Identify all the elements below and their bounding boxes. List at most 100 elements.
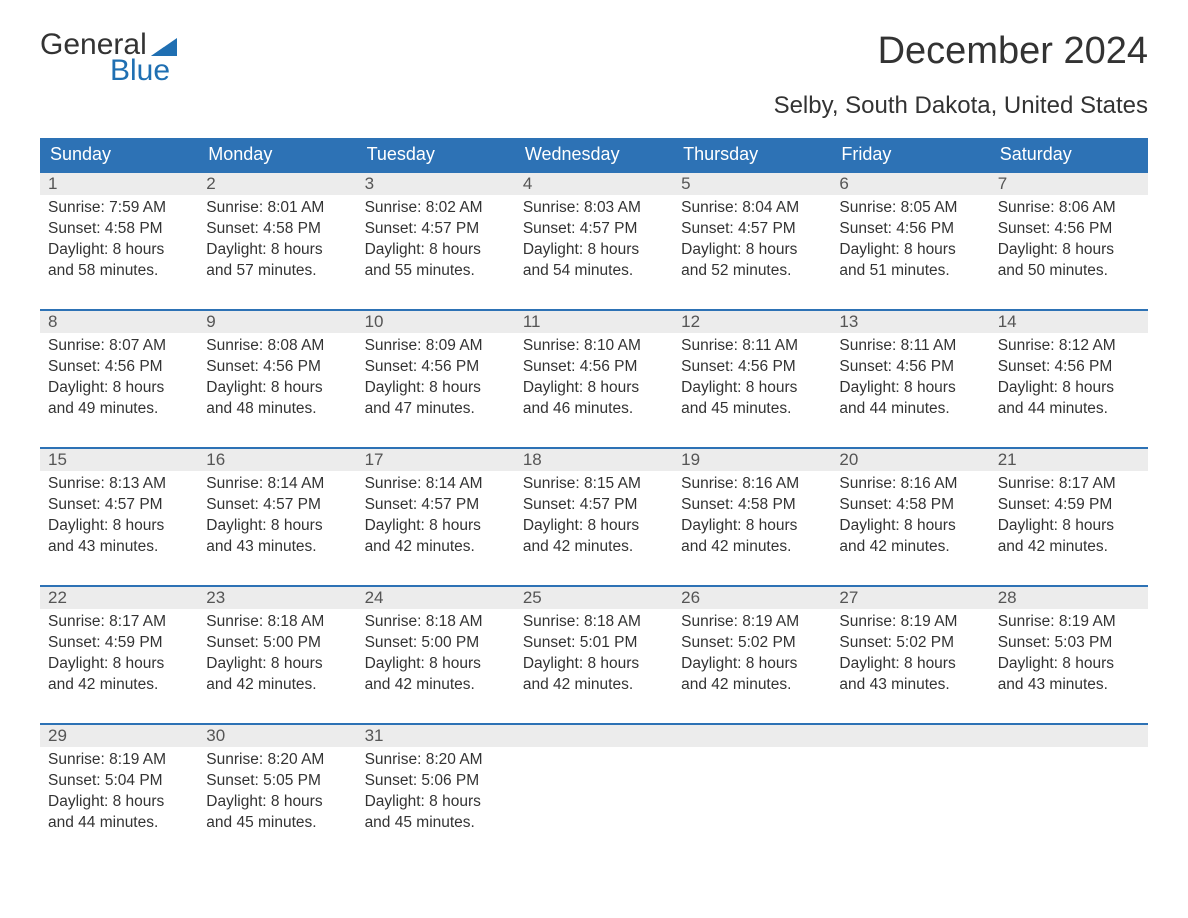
sunrise-text: Sunrise: 8:06 AM [998,198,1140,219]
calendar-day [515,725,673,845]
day-number: 4 [515,173,673,195]
day-number: 7 [990,173,1148,195]
calendar-day: 22Sunrise: 8:17 AMSunset: 4:59 PMDayligh… [40,587,198,707]
weekday-label: Sunday [40,138,198,171]
day-details: Sunrise: 8:16 AMSunset: 4:58 PMDaylight:… [673,471,831,564]
daylight-text-1: Daylight: 8 hours [48,378,190,399]
daylight-text-1: Daylight: 8 hours [523,654,665,675]
day-number: 9 [198,311,356,333]
day-number: 1 [40,173,198,195]
sunset-text: Sunset: 5:00 PM [365,633,507,654]
sunset-text: Sunset: 5:05 PM [206,771,348,792]
sunrise-text: Sunrise: 8:20 AM [365,750,507,771]
daylight-text-1: Daylight: 8 hours [998,378,1140,399]
daylight-text-2: and 48 minutes. [206,399,348,420]
day-number: 24 [357,587,515,609]
daylight-text-2: and 43 minutes. [998,675,1140,696]
daylight-text-1: Daylight: 8 hours [523,240,665,261]
daylight-text-2: and 51 minutes. [839,261,981,282]
day-details: Sunrise: 8:19 AMSunset: 5:02 PMDaylight:… [831,609,989,702]
calendar-day: 25Sunrise: 8:18 AMSunset: 5:01 PMDayligh… [515,587,673,707]
day-number: 8 [40,311,198,333]
day-details: Sunrise: 8:17 AMSunset: 4:59 PMDaylight:… [990,471,1148,564]
calendar-day: 11Sunrise: 8:10 AMSunset: 4:56 PMDayligh… [515,311,673,431]
daylight-text-1: Daylight: 8 hours [839,378,981,399]
calendar-day: 20Sunrise: 8:16 AMSunset: 4:58 PMDayligh… [831,449,989,569]
calendar-day: 5Sunrise: 8:04 AMSunset: 4:57 PMDaylight… [673,173,831,293]
calendar-day: 7Sunrise: 8:06 AMSunset: 4:56 PMDaylight… [990,173,1148,293]
sunrise-text: Sunrise: 8:19 AM [998,612,1140,633]
weekday-header: Sunday Monday Tuesday Wednesday Thursday… [40,138,1148,171]
calendar-day: 16Sunrise: 8:14 AMSunset: 4:57 PMDayligh… [198,449,356,569]
daylight-text-2: and 42 minutes. [681,675,823,696]
day-details: Sunrise: 8:08 AMSunset: 4:56 PMDaylight:… [198,333,356,426]
daylight-text-1: Daylight: 8 hours [839,516,981,537]
day-number: 19 [673,449,831,471]
day-details: Sunrise: 8:19 AMSunset: 5:03 PMDaylight:… [990,609,1148,702]
sunrise-text: Sunrise: 8:16 AM [839,474,981,495]
sunrise-text: Sunrise: 8:01 AM [206,198,348,219]
calendar-day: 9Sunrise: 8:08 AMSunset: 4:56 PMDaylight… [198,311,356,431]
sunrise-text: Sunrise: 8:18 AM [365,612,507,633]
sunrise-text: Sunrise: 8:11 AM [681,336,823,357]
daylight-text-1: Daylight: 8 hours [365,378,507,399]
sunrise-text: Sunrise: 8:19 AM [681,612,823,633]
sunset-text: Sunset: 4:57 PM [681,219,823,240]
daylight-text-2: and 42 minutes. [681,537,823,558]
daylight-text-2: and 49 minutes. [48,399,190,420]
sunrise-text: Sunrise: 8:04 AM [681,198,823,219]
daylight-text-1: Daylight: 8 hours [206,378,348,399]
calendar-day: 17Sunrise: 8:14 AMSunset: 4:57 PMDayligh… [357,449,515,569]
calendar-day: 12Sunrise: 8:11 AMSunset: 4:56 PMDayligh… [673,311,831,431]
calendar-day: 13Sunrise: 8:11 AMSunset: 4:56 PMDayligh… [831,311,989,431]
day-details: Sunrise: 8:05 AMSunset: 4:56 PMDaylight:… [831,195,989,288]
sunset-text: Sunset: 4:58 PM [48,219,190,240]
sunset-text: Sunset: 4:57 PM [365,219,507,240]
calendar: Sunday Monday Tuesday Wednesday Thursday… [40,138,1148,845]
calendar-week: 29Sunrise: 8:19 AMSunset: 5:04 PMDayligh… [40,723,1148,845]
daylight-text-2: and 54 minutes. [523,261,665,282]
day-number: 10 [357,311,515,333]
daylight-text-2: and 42 minutes. [839,537,981,558]
calendar-day: 21Sunrise: 8:17 AMSunset: 4:59 PMDayligh… [990,449,1148,569]
sunset-text: Sunset: 4:56 PM [839,357,981,378]
day-number [990,725,1148,747]
day-details: Sunrise: 8:18 AMSunset: 5:00 PMDaylight:… [198,609,356,702]
sunrise-text: Sunrise: 8:20 AM [206,750,348,771]
sunrise-text: Sunrise: 8:14 AM [365,474,507,495]
daylight-text-1: Daylight: 8 hours [523,378,665,399]
sunset-text: Sunset: 4:59 PM [48,633,190,654]
day-number: 15 [40,449,198,471]
daylight-text-1: Daylight: 8 hours [48,516,190,537]
sunrise-text: Sunrise: 8:18 AM [206,612,348,633]
sunset-text: Sunset: 4:56 PM [206,357,348,378]
daylight-text-2: and 42 minutes. [998,537,1140,558]
weekday-label: Tuesday [357,138,515,171]
day-details: Sunrise: 8:10 AMSunset: 4:56 PMDaylight:… [515,333,673,426]
sunset-text: Sunset: 4:57 PM [523,495,665,516]
sunset-text: Sunset: 4:56 PM [48,357,190,378]
sunrise-text: Sunrise: 8:19 AM [48,750,190,771]
day-number: 17 [357,449,515,471]
day-number [515,725,673,747]
sunrise-text: Sunrise: 8:17 AM [998,474,1140,495]
sunrise-text: Sunrise: 8:03 AM [523,198,665,219]
sunset-text: Sunset: 5:02 PM [839,633,981,654]
calendar-day: 24Sunrise: 8:18 AMSunset: 5:00 PMDayligh… [357,587,515,707]
daylight-text-2: and 58 minutes. [48,261,190,282]
day-number: 28 [990,587,1148,609]
day-details: Sunrise: 8:20 AMSunset: 5:05 PMDaylight:… [198,747,356,840]
sunrise-text: Sunrise: 8:19 AM [839,612,981,633]
calendar-day: 14Sunrise: 8:12 AMSunset: 4:56 PMDayligh… [990,311,1148,431]
day-number: 25 [515,587,673,609]
calendar-day [831,725,989,845]
day-number: 27 [831,587,989,609]
daylight-text-2: and 50 minutes. [998,261,1140,282]
daylight-text-1: Daylight: 8 hours [998,516,1140,537]
daylight-text-1: Daylight: 8 hours [681,516,823,537]
daylight-text-1: Daylight: 8 hours [365,240,507,261]
daylight-text-2: and 57 minutes. [206,261,348,282]
calendar-day: 29Sunrise: 8:19 AMSunset: 5:04 PMDayligh… [40,725,198,845]
day-number: 22 [40,587,198,609]
daylight-text-1: Daylight: 8 hours [365,792,507,813]
